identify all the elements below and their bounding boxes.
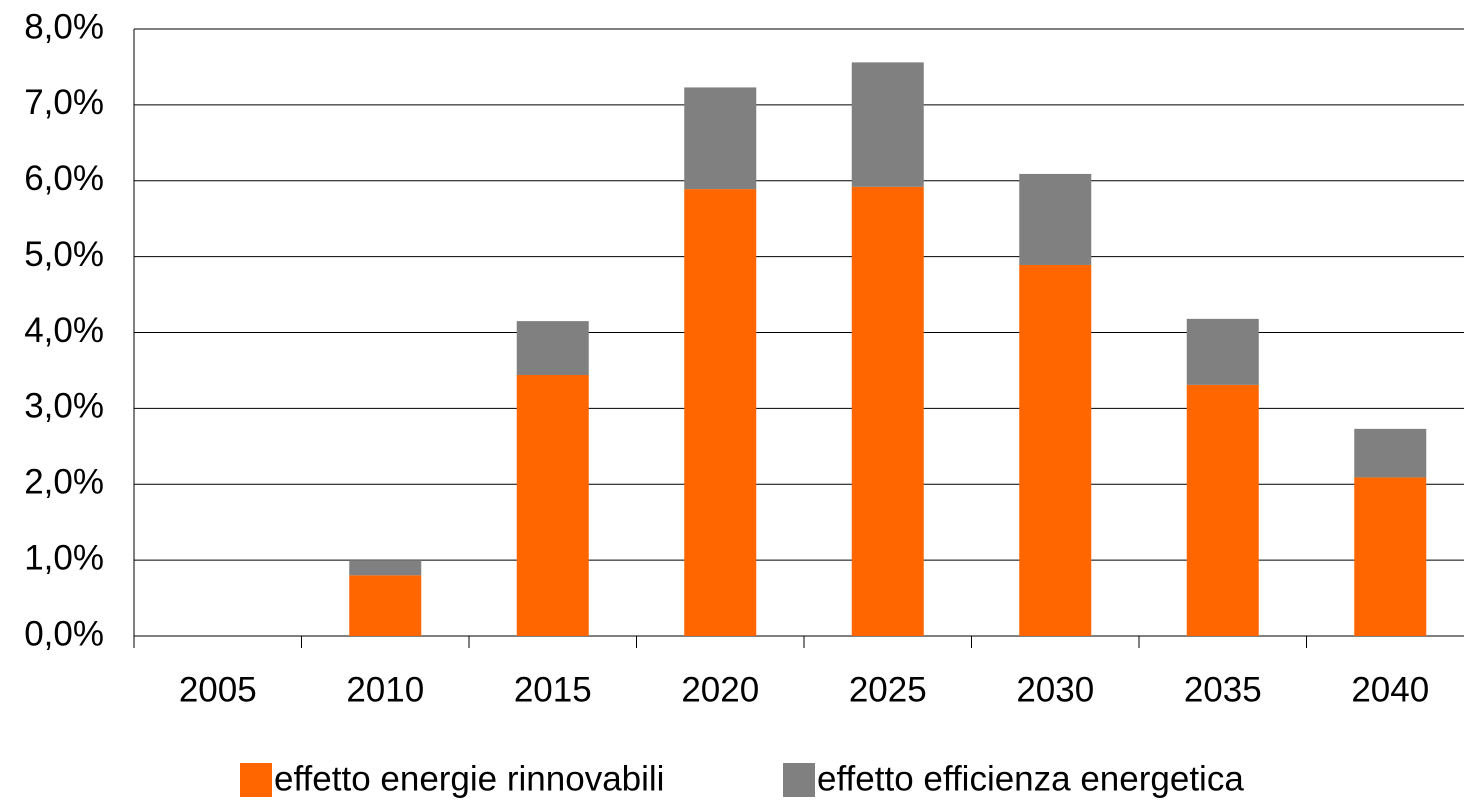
x-tick-label: 2040 — [1351, 670, 1429, 709]
bar — [1354, 477, 1427, 636]
x-tick-label: 2015 — [514, 670, 592, 709]
bar — [1019, 173, 1092, 265]
y-tick-label: 6,0% — [24, 159, 104, 198]
x-tick-label: 2030 — [1016, 670, 1094, 709]
bar — [851, 62, 924, 187]
y-tick-label: 7,0% — [24, 83, 104, 122]
x-tick-label: 2020 — [681, 670, 759, 709]
x-tick-label: 2035 — [1184, 670, 1262, 709]
legend-swatch — [783, 763, 815, 797]
bar — [684, 189, 757, 636]
bar — [349, 560, 422, 576]
y-tick-label: 4,0% — [24, 311, 104, 350]
y-tick-label: 3,0% — [24, 387, 104, 426]
bar — [1354, 428, 1427, 478]
bar — [349, 575, 422, 636]
bar — [1186, 384, 1259, 636]
x-tick-label: 2005 — [179, 670, 257, 709]
x-tick-label: 2010 — [346, 670, 424, 709]
y-tick-label: 5,0% — [24, 235, 104, 274]
bar — [851, 186, 924, 636]
y-tick-label: 8,0% — [24, 7, 104, 46]
bar — [516, 374, 589, 636]
legend-label: effetto energie rinnovabili — [274, 759, 664, 798]
bar — [1019, 264, 1092, 636]
y-tick-label: 0,0% — [24, 614, 104, 653]
y-tick-label: 2,0% — [24, 463, 104, 502]
legend-swatch — [240, 763, 272, 797]
y-tick-label: 1,0% — [24, 538, 104, 577]
legend-label: effetto efficienza energetica — [817, 759, 1244, 798]
bar — [684, 87, 757, 190]
bar — [1186, 318, 1259, 385]
bar — [516, 321, 589, 375]
x-tick-label: 2025 — [849, 670, 927, 709]
